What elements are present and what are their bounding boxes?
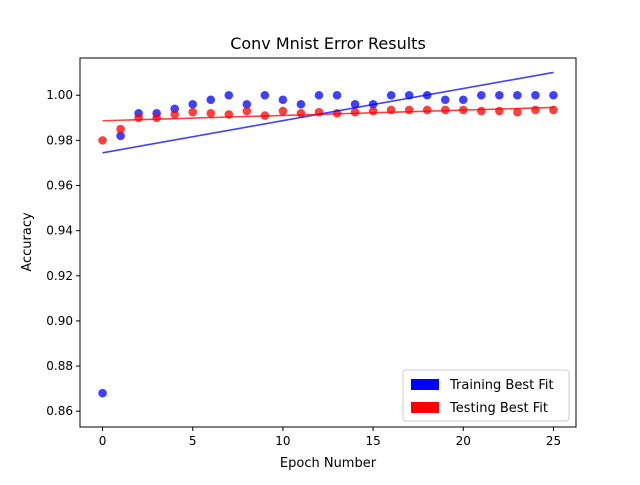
training-data-point xyxy=(477,90,486,100)
testing-data-point xyxy=(422,105,432,115)
training-data-point xyxy=(531,90,540,100)
training-data-point xyxy=(440,95,450,105)
training-data-point xyxy=(206,95,216,105)
y-tick-label: 0.94 xyxy=(46,224,73,238)
training-data-point xyxy=(314,90,324,100)
testing-data-point xyxy=(98,136,107,145)
testing-data-point xyxy=(134,113,143,123)
testing-best-fit-line xyxy=(102,106,554,122)
y-tick-label: 0.92 xyxy=(46,269,73,283)
training-data-point xyxy=(350,99,360,109)
testing-data-point xyxy=(404,105,414,115)
legend-label-training: Training Best Fit xyxy=(449,378,554,393)
y-tick-label: 0.86 xyxy=(46,404,73,418)
chart-title: Conv Mnist Error Results xyxy=(230,34,426,53)
testing-data-point xyxy=(170,110,179,119)
legend-swatch-testing xyxy=(411,402,439,413)
testing-data-point xyxy=(495,106,504,116)
testing-data-point xyxy=(116,124,125,134)
training-data-point xyxy=(458,95,468,105)
x-axis: 0 5 10 15 20 25 xyxy=(99,427,561,448)
y-tick-label: 1.00 xyxy=(46,88,73,102)
training-data-point xyxy=(549,90,558,100)
x-tick-label: 5 xyxy=(189,434,197,448)
x-tick-label: 15 xyxy=(365,434,380,448)
training-data-point xyxy=(242,99,252,109)
x-tick-label: 10 xyxy=(275,434,290,448)
legend-swatch-training xyxy=(411,379,439,390)
y-axis-label: Accuracy xyxy=(20,212,35,272)
training-best-fit-line xyxy=(102,71,554,154)
legend: Training Best Fit Testing Best Fit xyxy=(402,369,570,422)
training-data-point xyxy=(224,90,234,100)
training-data-point xyxy=(296,99,306,109)
training-data-point xyxy=(495,90,504,100)
testing-data-point xyxy=(350,107,360,117)
training-data-point xyxy=(116,131,125,141)
testing-data-point xyxy=(513,107,522,117)
plot-area xyxy=(98,71,558,398)
x-tick-label: 25 xyxy=(546,434,561,448)
y-tick-label: 0.88 xyxy=(46,359,73,373)
x-axis-label: Epoch Number xyxy=(280,456,377,471)
testing-data-point xyxy=(206,108,216,118)
y-axis: 0.86 0.88 0.90 0.92 0.94 0.96 0.98 1.00 xyxy=(46,88,80,418)
testing-data-point xyxy=(368,106,378,116)
training-data-point xyxy=(332,90,342,100)
legend-box xyxy=(402,369,570,422)
legend-label-testing: Testing Best Fit xyxy=(449,401,548,416)
training-data-point xyxy=(98,388,107,398)
testing-data-point xyxy=(242,106,252,116)
testing-data-point xyxy=(477,106,486,116)
y-tick-label: 0.96 xyxy=(46,179,73,193)
testing-data-point xyxy=(152,113,161,123)
plot-frame xyxy=(79,57,577,428)
training-data-point xyxy=(260,90,270,100)
training-data-point xyxy=(278,95,288,105)
training-data-point xyxy=(386,90,396,100)
y-tick-label: 0.90 xyxy=(46,314,73,328)
training-data-point xyxy=(513,90,522,100)
training-data-point xyxy=(188,99,198,109)
testing-data-point xyxy=(531,105,540,115)
x-tick-label: 20 xyxy=(456,434,471,448)
x-tick-label: 0 xyxy=(99,434,107,448)
testing-data-point xyxy=(188,107,198,117)
y-tick-label: 0.98 xyxy=(46,133,73,147)
testing-data-point xyxy=(278,106,288,116)
